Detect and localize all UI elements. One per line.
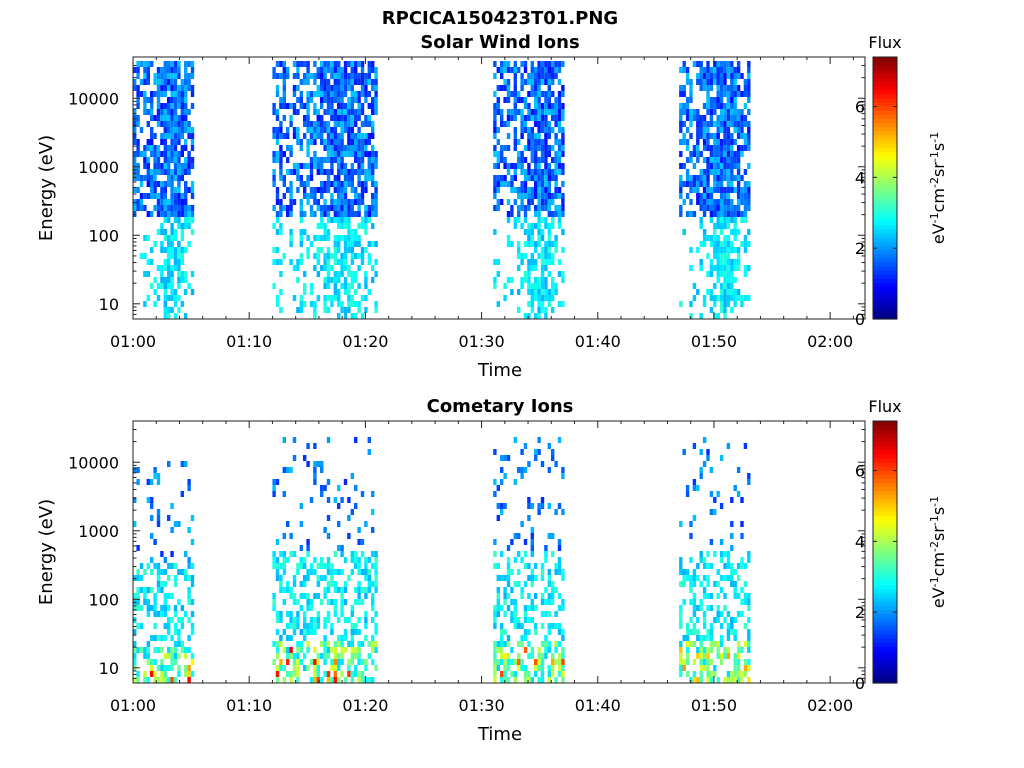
x-tick-label: 01:40 bbox=[575, 696, 621, 715]
x-tick-label: 01:00 bbox=[110, 332, 156, 351]
y-axis-label: Energy (eV) bbox=[36, 135, 57, 241]
x-tick-label: 01:30 bbox=[459, 696, 505, 715]
colorbar-tick-label: 6 bbox=[855, 98, 865, 117]
colorbar-label: eV-1cm-2sr-1s-1 bbox=[928, 132, 948, 244]
panel-title: Solar Wind Ions bbox=[420, 32, 579, 53]
colorbar-tick-label: 4 bbox=[855, 532, 865, 551]
panel-2: 01:00 01:10 01:20 01:30 01:40 01:50 02:00 10 100… bbox=[36, 396, 948, 745]
x-tick-label: 01:30 bbox=[459, 332, 505, 351]
panel-1: 01:00 01:10 01:20 01:30 01:40 01:50 02:00 10 100… bbox=[36, 32, 948, 381]
x-tick-label: 01:50 bbox=[691, 696, 737, 715]
y-tick-label: 1000 bbox=[78, 522, 119, 541]
x-tick-label: 01:40 bbox=[575, 332, 621, 351]
y-axis-label: Energy (eV) bbox=[36, 499, 57, 605]
panels: 01:00 01:10 01:20 01:30 01:40 01:50 02:0010100… bbox=[36, 32, 948, 745]
x-tick-label: 01:10 bbox=[226, 696, 272, 715]
colorbar-label: eV-1cm-2sr-1s-1 bbox=[928, 496, 948, 608]
colorbar-tick-label: 2 bbox=[855, 603, 865, 622]
figure-title: RPCICA150423T01.PNG bbox=[382, 8, 618, 29]
x-axis-label: Time bbox=[477, 360, 522, 381]
axes-box bbox=[132, 420, 866, 684]
colorbar-title: Flux bbox=[868, 397, 901, 416]
y-tick-label: 10 bbox=[99, 295, 119, 314]
heatmap-cells bbox=[133, 61, 751, 319]
colorbar-title: Flux bbox=[868, 33, 901, 52]
y-tick-label: 10 bbox=[99, 659, 119, 678]
heatmap-cells bbox=[133, 437, 751, 683]
x-tick-label: 01:00 bbox=[110, 696, 156, 715]
x-tick-label: 02:00 bbox=[807, 696, 853, 715]
colorbar: 0 2 4 6 Flux eV-1cm-2sr-1s-1 bbox=[855, 397, 948, 693]
y-tick-label: 100 bbox=[88, 226, 119, 245]
colorbar-tick-label: 0 bbox=[855, 310, 865, 329]
x-tick-label: 02:00 bbox=[807, 332, 853, 351]
x-tick-label: 01:10 bbox=[226, 332, 272, 351]
axes-box bbox=[132, 56, 866, 320]
colorbar-tick-label: 4 bbox=[855, 168, 865, 187]
x-axis-label: Time bbox=[477, 724, 522, 745]
y-tick-label: 1000 bbox=[78, 158, 119, 177]
colorbar-tick-label: 0 bbox=[855, 674, 865, 693]
x-tick-label: 01:20 bbox=[342, 332, 388, 351]
colorbar: 0 2 4 6 Flux eV-1cm-2sr-1s-1 bbox=[855, 33, 948, 329]
y-tick-label: 10000 bbox=[68, 89, 119, 108]
colorbar-tick-label: 6 bbox=[855, 462, 865, 481]
x-tick-label: 01:50 bbox=[691, 332, 737, 351]
colorbar-tick-label: 2 bbox=[855, 239, 865, 258]
y-tick-label: 100 bbox=[88, 590, 119, 609]
panel-title: Cometary Ions bbox=[427, 396, 574, 417]
x-tick-label: 01:20 bbox=[342, 696, 388, 715]
y-tick-label: 10000 bbox=[68, 453, 119, 472]
